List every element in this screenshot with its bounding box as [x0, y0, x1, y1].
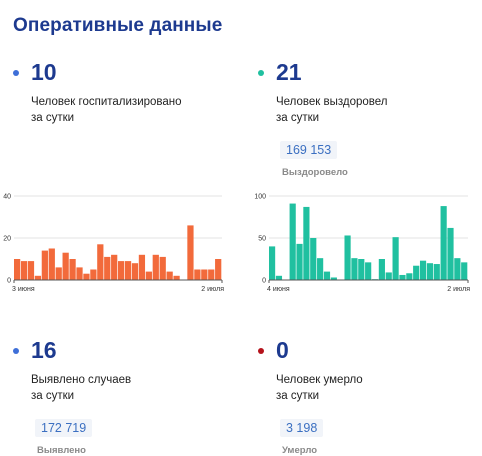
- chart-bar: [124, 261, 132, 280]
- chart-bar: [97, 244, 104, 280]
- cases-value: 16: [31, 337, 57, 363]
- chart-bar: [413, 265, 420, 280]
- hospitalized-value: 10: [31, 59, 57, 85]
- chart-bar: [461, 262, 468, 280]
- recovered-chart-svg: 100 50 04 июня 2 июля: [254, 194, 470, 294]
- chart-bar: [330, 277, 337, 280]
- cases-line-2: за сутки: [31, 390, 75, 402]
- chart-bar: [310, 238, 317, 280]
- chart-bar: [48, 248, 55, 280]
- chart-bar: [447, 227, 454, 280]
- chart-bar: [27, 261, 35, 280]
- deaths-total-label: Умерло: [282, 445, 318, 456]
- hospitalized-line-1: Человек госпитализировано: [31, 96, 182, 108]
- chart-bar: [344, 235, 351, 280]
- y-tick-label: 40: [3, 194, 11, 201]
- recovered-line-1: Человек выздоровел: [276, 96, 388, 108]
- cases-line-1: Выявлено случаев: [31, 374, 132, 386]
- chart-bar: [55, 267, 62, 280]
- chart-bar: [104, 256, 111, 280]
- chart-bar: [419, 260, 427, 280]
- deaths-description: Человек умерло за сутки: [276, 372, 476, 404]
- x-start-label: 4 июня: [267, 286, 290, 293]
- x-end-label: 2 июля: [447, 286, 470, 293]
- chart-bar: [34, 275, 42, 280]
- chart-bar: [111, 254, 118, 280]
- recovered-line-2: за сутки: [276, 112, 320, 124]
- chart-bar: [69, 259, 76, 280]
- chart-bar: [269, 246, 276, 280]
- deaths-line-2: за сутки: [276, 390, 320, 402]
- page-title: Оперативные данные: [13, 15, 223, 36]
- chart-bar: [323, 271, 331, 280]
- recovered-value: 21: [276, 59, 302, 85]
- recovered-chart: 100 50 0 4 июня 2 июля: [250, 188, 480, 298]
- chart-bar: [433, 264, 440, 280]
- chart-bar: [365, 262, 372, 280]
- chart-bar: [166, 271, 173, 280]
- recovered-total: 169 153: [280, 141, 338, 159]
- hospitalized-description: Человек госпитализировано за сутки: [31, 94, 231, 126]
- y-tick-label: 0: [7, 278, 11, 285]
- chart-bar: [76, 267, 83, 280]
- x-start-label: 3 июня: [12, 286, 35, 293]
- y-tick-label: 20: [3, 236, 11, 243]
- chart-bar: [83, 273, 90, 280]
- hospitalized-bullet-icon: [13, 70, 19, 76]
- cases-total: 172 719: [35, 419, 93, 437]
- chart-bar: [392, 237, 399, 280]
- chart-bar: [351, 258, 358, 280]
- cases-description: Выявлено случаев за сутки: [31, 372, 231, 404]
- deaths-value: 0: [276, 337, 289, 363]
- recovered-description: Человек выздоровел за сутки: [276, 94, 476, 126]
- deaths-line-1: Человек умерло: [276, 374, 363, 386]
- chart-bar: [440, 206, 447, 280]
- y-tick-label: 0: [262, 278, 266, 285]
- deaths-total: 3 198: [280, 419, 324, 437]
- chart-bar: [454, 258, 461, 280]
- chart-bar: [296, 243, 303, 280]
- chart-bar: [194, 269, 201, 280]
- chart-bar: [201, 269, 208, 280]
- chart-bar: [152, 254, 159, 280]
- chart-bar: [118, 261, 125, 280]
- y-tick-label: 100: [254, 194, 266, 201]
- chart-bar: [41, 250, 48, 280]
- chart-bar: [385, 272, 392, 280]
- recovered-bullet-icon: [258, 70, 264, 76]
- chart-bar: [378, 259, 385, 280]
- chart-bar: [215, 259, 222, 280]
- chart-bar: [426, 263, 434, 280]
- hospitalized-line-2: за сутки: [31, 112, 75, 124]
- cases-bullet-icon: [13, 348, 19, 354]
- x-end-label: 2 июля: [201, 286, 224, 293]
- chart-bar: [62, 252, 69, 280]
- chart-bar: [138, 254, 146, 280]
- chart-bar: [317, 258, 324, 280]
- hospitalized-chart: 40 20 0 3 июня 2 июля: [0, 188, 230, 298]
- deaths-bullet-icon: [258, 348, 264, 354]
- chart-bar: [159, 256, 166, 280]
- recovered-total-label: Выздоровело: [282, 167, 348, 178]
- chart-bar: [145, 271, 152, 280]
- chart-bar: [131, 263, 139, 280]
- chart-bar: [90, 269, 97, 280]
- y-tick-label: 50: [258, 236, 266, 243]
- chart-bar: [406, 273, 413, 280]
- hospitalized-chart-svg: 40 20 03 июня 2 июля: [3, 194, 224, 294]
- chart-bar: [173, 275, 180, 280]
- chart-bar: [275, 275, 283, 280]
- chart-bar: [358, 259, 365, 280]
- chart-bar: [187, 225, 194, 280]
- chart-bar: [303, 206, 310, 280]
- chart-bar: [289, 203, 296, 280]
- chart-bar: [208, 269, 215, 280]
- chart-bar: [14, 259, 21, 280]
- cases-total-label: Выявлено: [37, 445, 86, 456]
- chart-bar: [399, 274, 406, 280]
- chart-bar: [20, 261, 28, 280]
